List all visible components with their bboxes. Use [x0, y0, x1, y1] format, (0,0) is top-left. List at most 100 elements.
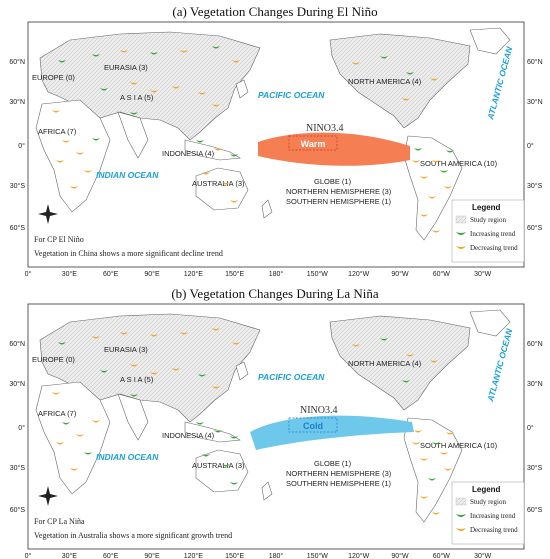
australia-landmass: [195, 449, 249, 493]
decreasing-trend-icon: [420, 496, 428, 499]
legend-decreasing: Decreasing trend: [470, 526, 518, 534]
compass-rose-icon: [38, 486, 58, 506]
india-landmass: [117, 111, 149, 159]
lon-tick-label: 120°W: [348, 270, 369, 278]
legend: Legend Study region Increasing trend Dec…: [451, 199, 525, 263]
australia-label: AUSTRALIA (3): [192, 461, 245, 470]
decreasing-trend-icon: [420, 176, 428, 179]
lon-tick-label: 30°W: [474, 270, 492, 278]
africa-label: AFRICA (7): [38, 409, 77, 418]
asia-label: A S I A (5): [120, 375, 154, 384]
decreasing-trend-icon: [120, 332, 128, 335]
lat-tick-label: 60°S: [527, 506, 543, 514]
nino34-dashed-box: [288, 417, 338, 433]
note-line-2: Vegetation in Australia shows a more sig…: [34, 531, 232, 540]
decreasing-trend-icon: [56, 442, 64, 445]
increasing-trend-icon: [406, 72, 414, 75]
eurasia-landmass: [39, 313, 261, 423]
north-hemisphere-label: NORTHERN HEMISPHERE (3): [286, 187, 392, 196]
lon-axis-b: 0° 30°E 60°E 90°E 120°E 150°E 180° 150°W 120°W 90…: [25, 552, 492, 559]
increasing-trend-icon: [446, 150, 454, 153]
legend-increasing: Increasing trend: [470, 512, 516, 520]
increasing-trend-icon: [196, 422, 204, 425]
increasing-trend-icon: [212, 46, 220, 49]
lon-tick-label: 120°E: [184, 270, 203, 278]
decreasing-trend-icon: [432, 230, 440, 233]
decreasing-trend-icon: [412, 160, 420, 163]
decreasing-trend-icon: [444, 468, 452, 471]
lat-tick-label: 30°N: [527, 98, 543, 106]
greenland-landmass: [469, 27, 511, 55]
pacific-ocean-label: PACIFIC OCEAN: [258, 372, 325, 382]
india-landmass: [117, 393, 149, 441]
decreasing-trend-icon: [76, 152, 84, 155]
note-line-1: For CP El Niño: [34, 235, 84, 244]
decreasing-trend-icon: [52, 392, 60, 395]
lon-tick-label: 150°E: [225, 552, 244, 559]
increasing-trend-icon: [92, 54, 100, 57]
australia-landmass: [195, 167, 249, 211]
decreasing-trend-icon: [428, 196, 436, 199]
globe-label: GLOBE (1): [314, 459, 352, 468]
legend-study-region: Study region: [470, 498, 506, 506]
decreasing-trend-icon: [230, 200, 238, 203]
lat-tick-label: 60°S: [527, 224, 543, 232]
decreasing-trend-icon: [440, 452, 448, 455]
legend-decreasing: Decreasing trend: [470, 244, 518, 252]
decreasing-trend-icon: [92, 336, 100, 339]
decreasing-trend-icon: [430, 360, 438, 363]
lon-tick-label: 60°E: [103, 270, 119, 278]
lon-tick-label: 90°W: [391, 270, 409, 278]
decreasing-swatch-icon: [456, 528, 466, 531]
decreasing-trend-icon: [222, 182, 230, 185]
lon-tick-label: 30°E: [62, 270, 78, 278]
africa-landmass: [35, 99, 111, 213]
lat-tick-label: 60°N: [527, 58, 543, 66]
trend-markers-b: [52, 328, 454, 515]
decreasing-trend-icon: [120, 50, 128, 53]
increasing-trend-icon: [222, 464, 230, 467]
decreasing-trend-icon: [412, 442, 420, 445]
increasing-trend-icon: [198, 374, 206, 377]
lat-tick-label: 30°S: [10, 182, 26, 190]
increasing-trend-icon: [380, 338, 388, 341]
decreasing-swatch-icon: [456, 246, 466, 249]
nino34-warm-region: [258, 132, 410, 166]
lat-tick-label: 60°S: [10, 506, 26, 514]
lat-tick-label: 30°N: [9, 98, 25, 106]
decreasing-trend-icon: [414, 430, 422, 433]
lon-tick-label: 180°: [269, 552, 284, 559]
increasing-trend-icon: [196, 140, 204, 143]
lon-tick-label: 150°W: [307, 270, 328, 278]
increasing-trend-icon: [230, 154, 238, 157]
decreasing-trend-icon: [212, 386, 220, 389]
lat-tick-label: 30°S: [527, 182, 543, 190]
nino34-label: NINO3.4: [300, 405, 338, 416]
panel-a-title: (a) Vegetation Changes During El Niño: [172, 4, 378, 19]
increasing-swatch-icon: [456, 232, 466, 235]
lat-tick-label: 30°S: [527, 464, 543, 472]
decreasing-trend-icon: [172, 86, 180, 89]
north-america-landmass: [329, 315, 471, 411]
warm-label: Warm: [301, 139, 326, 149]
africa-landmass: [35, 381, 111, 495]
indonesia-landmass: [184, 139, 241, 161]
legend-study-region: Study region: [470, 216, 506, 224]
nino34-label: NINO3.4: [306, 123, 344, 134]
decreasing-trend-icon: [130, 364, 138, 367]
decreasing-trend-icon: [202, 172, 210, 175]
africa-label: AFRICA (7): [38, 127, 77, 136]
study-region-swatch: [455, 497, 467, 506]
increasing-trend-icon: [380, 56, 388, 59]
lat-tick-label: 30°S: [10, 464, 26, 472]
lon-tick-label: 0°: [25, 270, 32, 278]
pacific-ocean-label: PACIFIC OCEAN: [258, 90, 325, 100]
decreasing-trend-icon: [214, 148, 222, 151]
decreasing-trend-icon: [198, 92, 206, 95]
decreasing-trend-icon: [180, 50, 188, 53]
decreasing-trend-icon: [150, 90, 158, 93]
new-zealand-landmass: [261, 481, 273, 501]
lat-tick-label: 60°N: [527, 340, 543, 348]
